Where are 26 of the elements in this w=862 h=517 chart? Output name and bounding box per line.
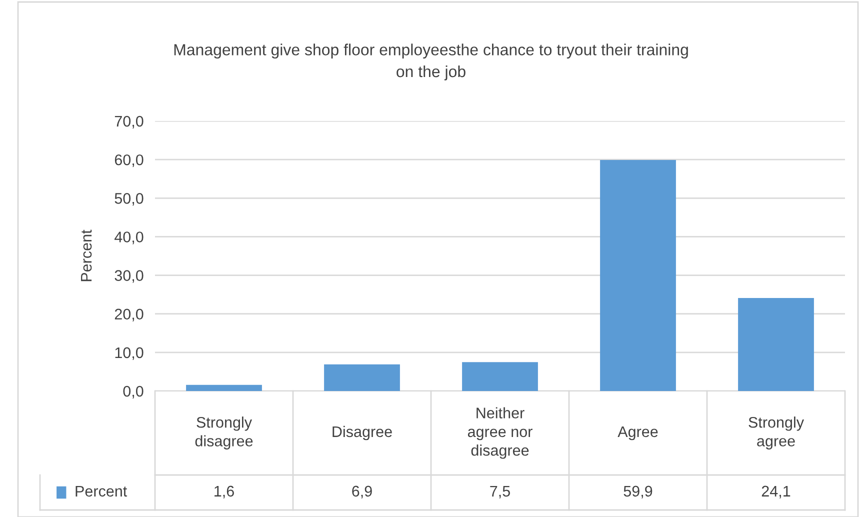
x-tick-label: Disagree — [332, 426, 392, 440]
data-label: 6,9 — [352, 486, 372, 498]
legend-label: Percent — [76, 486, 128, 497]
bar — [324, 364, 400, 391]
y-tick-label: 20,0 — [114, 308, 144, 322]
chart-title: Management give shop floor employeesthe chance to tryout their training on the job — [174, 44, 688, 80]
data-label: 1,6 — [214, 486, 234, 498]
y-tick-label: 40,0 — [114, 232, 144, 244]
x-tick-label: Strongly disagree — [195, 416, 253, 450]
bar — [462, 362, 538, 391]
y-tick-label: 0,0 — [123, 386, 144, 398]
x-tick-label: Neither agree nor disagree — [468, 407, 532, 459]
y-tick-label: 50,0 — [114, 193, 144, 206]
y-axis-title: Percent — [81, 230, 92, 282]
bar — [186, 384, 262, 391]
data-label: 7,5 — [490, 486, 510, 498]
bar — [738, 298, 814, 391]
x-tick-label: Strongly agree — [748, 416, 804, 450]
data-label: 59,9 — [624, 486, 652, 498]
data-label: 24,1 — [762, 486, 790, 498]
y-tick-label: 70,0 — [114, 116, 144, 128]
y-tick-label: 30,0 — [114, 270, 144, 283]
x-tick-label: Agree — [618, 426, 658, 440]
y-tick-label: 10,0 — [115, 347, 144, 360]
bar — [600, 160, 676, 391]
y-tick-label: 60,0 — [114, 154, 144, 168]
